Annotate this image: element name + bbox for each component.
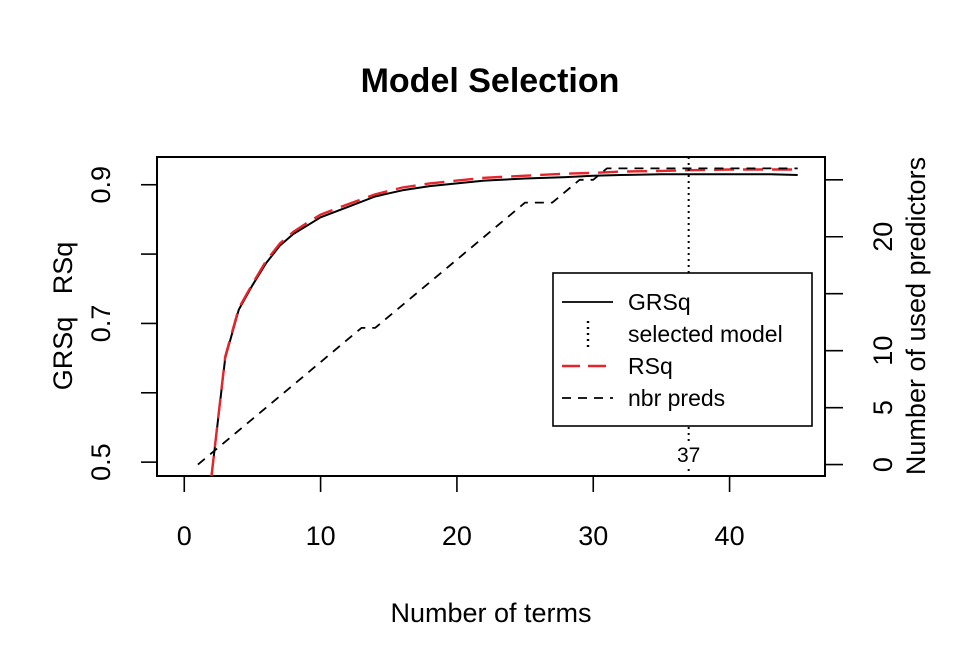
x-tick-label: 20 <box>442 521 472 551</box>
right-y-axis: 0 5 10 20 <box>824 178 898 472</box>
left-y-tick-label: 0.9 <box>86 166 116 204</box>
left-y-axis: 0.5 0.7 0.9 <box>86 166 158 481</box>
x-tick-label: 30 <box>578 521 608 551</box>
legend-label-nbr-preds: nbr preds <box>628 385 725 411</box>
series-layer <box>197 167 798 477</box>
right-y-tick-label: 0 <box>868 457 898 472</box>
nbr-preds-line <box>197 167 798 466</box>
legend-label-rsq: RSq <box>628 353 673 379</box>
right-y-axis-title: Number of used predictors <box>901 157 931 475</box>
left-y-axis-title: GRSq RSq <box>48 242 78 391</box>
legend: GRSq selected model RSq nbr preds <box>552 272 813 427</box>
selected-model-label: 37 <box>677 444 700 467</box>
selected-model-label-bg <box>672 441 705 465</box>
x-tick-label: 10 <box>306 521 336 551</box>
legend-label-selected-model: selected model <box>628 321 783 347</box>
left-y-tick-label: 0.7 <box>86 305 116 343</box>
right-y-tick-label: 20 <box>868 222 898 252</box>
selected-model-layer: 37 <box>672 157 705 476</box>
x-tick-label: 0 <box>177 521 192 551</box>
right-y-tick-label: 10 <box>868 336 898 366</box>
right-y-tick-label: 5 <box>868 400 898 415</box>
left-y-tick-label: 0.5 <box>86 443 116 481</box>
x-axis-title: Number of terms <box>390 598 591 628</box>
chart-title: Model Selection <box>361 62 620 100</box>
x-tick-label: 40 <box>715 521 745 551</box>
legend-label-grsq: GRSq <box>628 289 691 315</box>
legend-box <box>552 272 813 427</box>
rsq-line <box>210 168 798 477</box>
x-axis: 0 10 20 30 40 <box>177 475 745 551</box>
